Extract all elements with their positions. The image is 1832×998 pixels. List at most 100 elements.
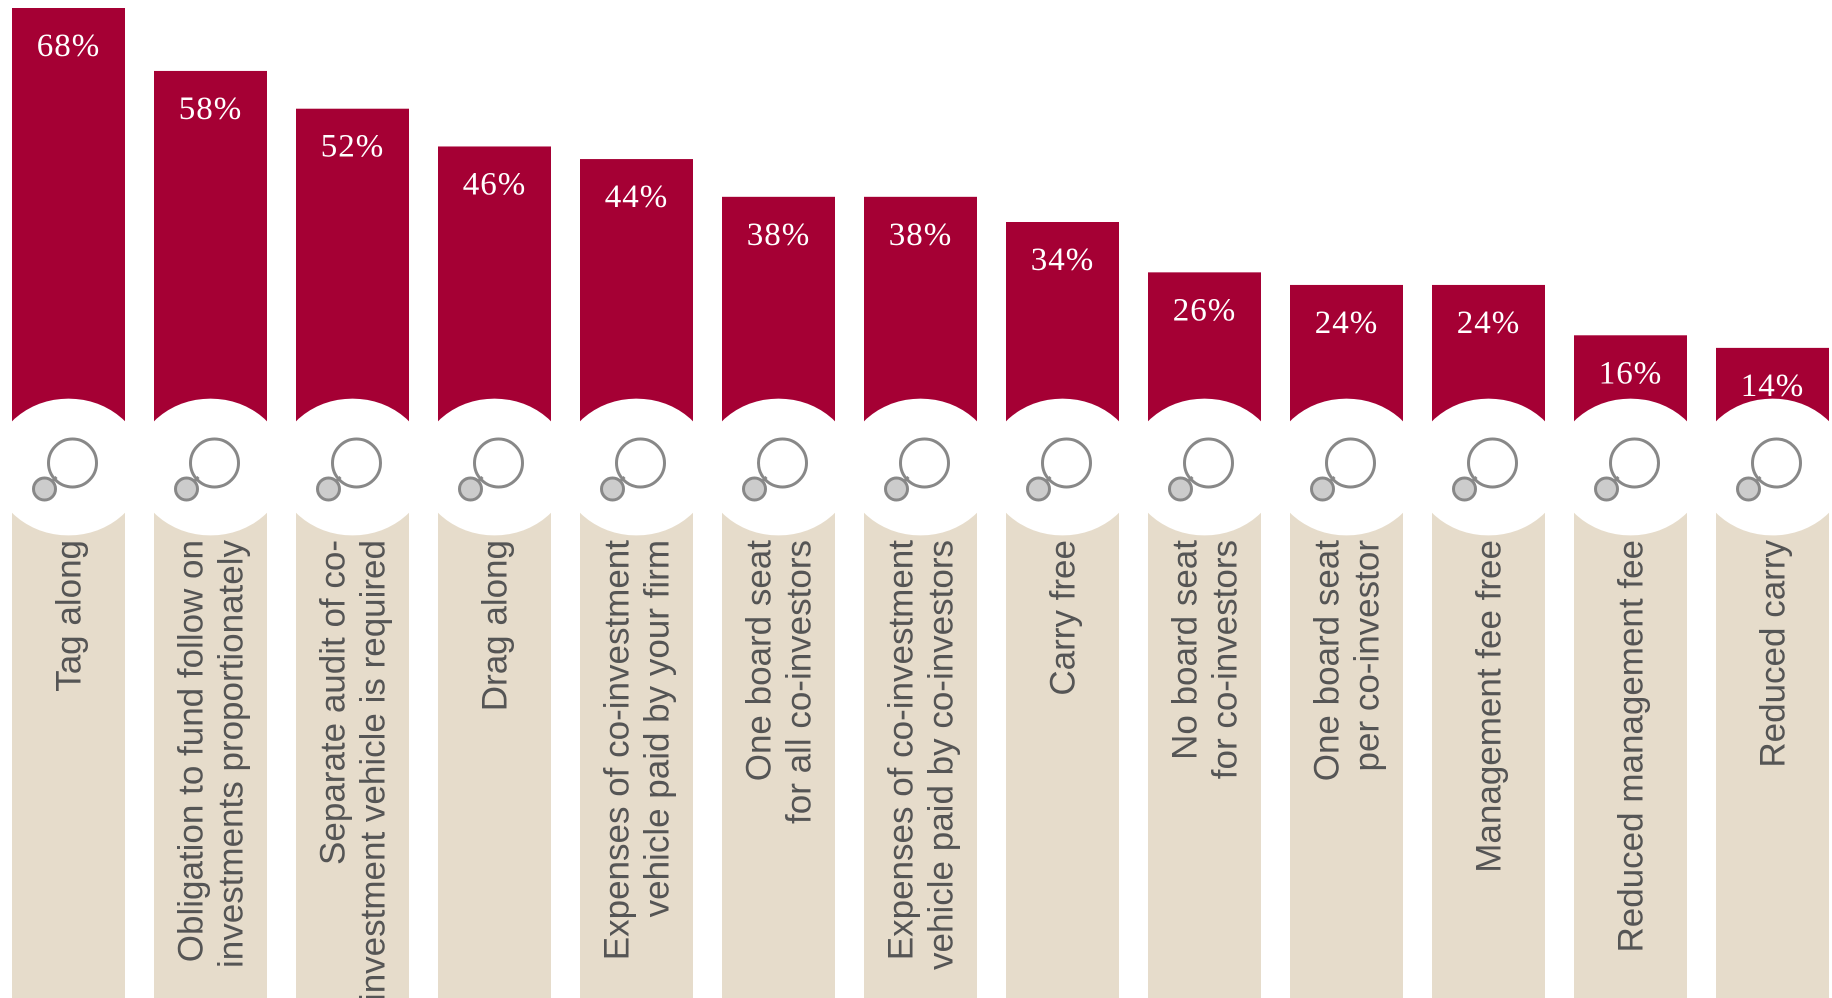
value-label: 58% (179, 91, 243, 127)
icon-ring (742, 476, 767, 502)
value-label: 14% (1741, 368, 1805, 404)
icon-circle (418, 398, 571, 536)
icon (1594, 437, 1660, 502)
icon-circle (560, 398, 713, 536)
category-line: Management fee free (1470, 540, 1509, 873)
icon-ring (1325, 437, 1376, 489)
category-label: Expenses of co-investmentvehicle paid by… (598, 540, 677, 960)
icon (458, 437, 524, 502)
icon-link (1755, 475, 1762, 483)
value-label: 38% (747, 217, 811, 253)
base-column (1148, 500, 1261, 998)
category-line: Tag along (50, 540, 89, 692)
value-label: 38% (889, 217, 953, 253)
icon (174, 437, 240, 502)
icon-ring (899, 437, 950, 489)
icon-ring (757, 437, 808, 489)
category-line: per co-investor (1348, 540, 1387, 772)
icon-ring (1609, 437, 1660, 489)
category-label: Reduced carry (1754, 540, 1793, 768)
bar (12, 8, 125, 476)
icon (1452, 437, 1518, 502)
icon-circle (986, 398, 1139, 536)
category-line: vehicle paid by co-investors (922, 540, 961, 970)
value-label: 26% (1173, 292, 1237, 328)
icon-ring (1452, 476, 1477, 502)
icon (1168, 437, 1234, 502)
category-line: Drag along (476, 540, 515, 711)
icon-ring (331, 437, 382, 489)
base-column (1290, 500, 1403, 998)
category-line: No board seat (1166, 540, 1205, 760)
icon-ring (1594, 476, 1619, 502)
category-line: vehicle paid by your firm (638, 540, 677, 917)
category-label: Management fee free (1470, 540, 1509, 873)
value-label: 24% (1315, 305, 1379, 341)
value-label: 52% (321, 129, 385, 165)
category-label: Reduced management fee (1612, 540, 1651, 953)
value-label: 46% (463, 166, 527, 202)
icon-link (1329, 475, 1336, 483)
category-line: Reduced carry (1754, 540, 1793, 768)
base-column (438, 500, 551, 998)
icon-ring (1467, 437, 1518, 489)
base-column (1432, 500, 1545, 998)
icon-link (903, 475, 910, 483)
icon-circle (1696, 398, 1832, 536)
value-label: 44% (605, 179, 669, 215)
base-column (154, 500, 267, 998)
category-label: Carry free (1044, 540, 1083, 696)
icon-circle (702, 398, 855, 536)
icon (1310, 437, 1376, 502)
category-line: Carry free (1044, 540, 1083, 696)
category-line: Expenses of co-investment (598, 540, 637, 960)
base-column (1574, 500, 1687, 998)
value-label: 68% (37, 28, 101, 64)
icon-circle (1270, 398, 1423, 536)
icon-ring (1310, 476, 1335, 502)
category-label: No board seatfor co-investors (1166, 540, 1245, 780)
icon-link (1045, 475, 1052, 483)
value-label: 16% (1599, 355, 1663, 391)
category-line: for co-investors (1206, 540, 1245, 779)
icon-link (1613, 475, 1620, 483)
base-column (580, 500, 693, 998)
category-line: for all co-investors (780, 540, 819, 824)
icon-ring (600, 476, 625, 502)
icon-circle (1554, 398, 1707, 536)
icon-link (1471, 475, 1478, 483)
icon (316, 437, 382, 502)
base-column (1716, 500, 1829, 998)
icon (1026, 437, 1092, 502)
icon-circle (1412, 398, 1565, 536)
category-line: One board seat (1308, 540, 1347, 782)
category-line: Obligation to fund follow on (172, 540, 211, 962)
icon-ring (1736, 476, 1761, 502)
base-column (1006, 500, 1119, 998)
value-label: 24% (1457, 305, 1521, 341)
icon-ring (1183, 437, 1234, 489)
icon-link (761, 475, 768, 483)
icon-ring (615, 437, 666, 489)
icon-link (193, 475, 200, 483)
base-column (864, 500, 977, 998)
icon (1736, 437, 1802, 502)
category-line: Separate audit of co- (314, 540, 353, 865)
icon (600, 437, 666, 502)
value-label: 34% (1031, 242, 1095, 278)
icon-ring (1041, 437, 1092, 489)
icon-ring (1751, 437, 1802, 489)
category-line: investments proportionately (212, 540, 251, 968)
icon-circle (134, 398, 287, 536)
icon-ring (47, 437, 98, 489)
icon-link (1187, 475, 1194, 483)
icon-link (335, 475, 342, 483)
icon-circle (1128, 398, 1281, 536)
icon-link (619, 475, 626, 483)
icon (32, 437, 98, 502)
category-label: Expenses of co-investmentvehicle paid by… (882, 540, 961, 970)
category-label: Drag along (476, 540, 515, 711)
icon-ring (1026, 476, 1051, 502)
icon-link (51, 475, 58, 483)
icon-circle (276, 398, 429, 536)
